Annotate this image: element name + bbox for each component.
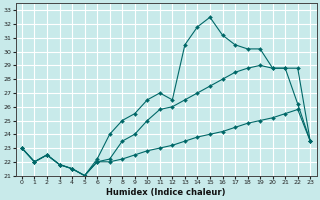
X-axis label: Humidex (Indice chaleur): Humidex (Indice chaleur) <box>106 188 226 197</box>
